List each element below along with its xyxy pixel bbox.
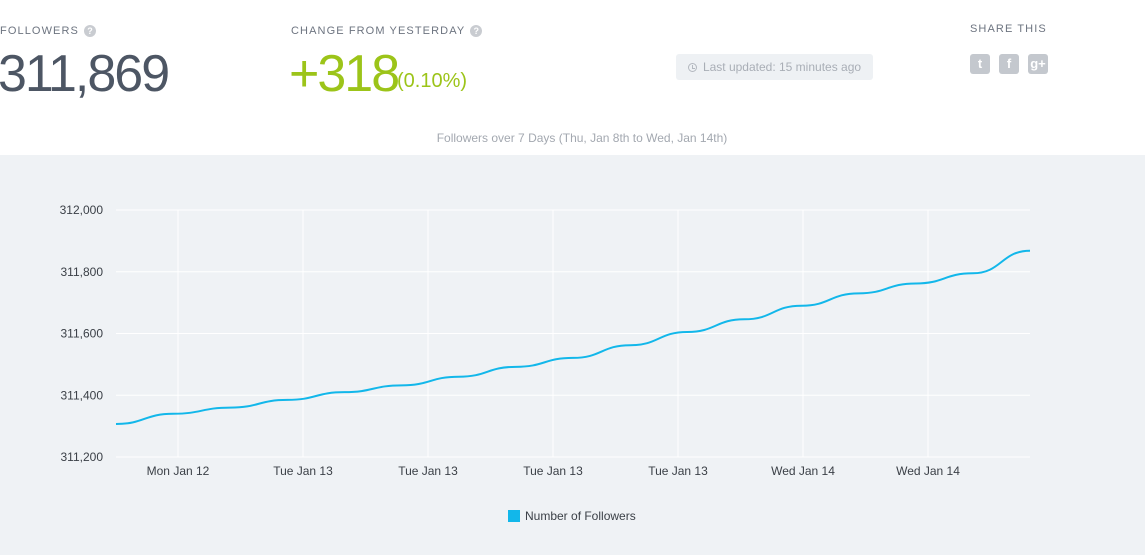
change-percent: (0.10%) bbox=[397, 70, 468, 92]
last-updated-text: Last updated: 15 minutes ago bbox=[702, 60, 862, 74]
x-tick-label: Tue Jan 13 bbox=[398, 464, 458, 478]
line-chart: 312,000 311,800 311,600 311,400 311,200 Mon J… bbox=[60, 203, 1031, 478]
x-tick-label: Mon Jan 12 bbox=[147, 464, 210, 478]
clock-icon bbox=[687, 62, 697, 72]
share-icons: t f g+ bbox=[970, 54, 1048, 74]
last-updated-badge: Last updated: 15 minutes ago bbox=[676, 54, 873, 80]
help-icon[interactable]: ? bbox=[470, 25, 483, 37]
series-line-number-of-followers bbox=[115, 249, 1031, 425]
change-label: CHANGE FROM YESTERDAY ? bbox=[291, 25, 483, 37]
y-tick-label: 311,600 bbox=[61, 327, 104, 341]
followers-label: FOLLOWERS ? bbox=[0, 25, 96, 37]
y-tick-label: 311,800 bbox=[61, 265, 104, 279]
legend: Number of Followers bbox=[508, 509, 636, 523]
followers-count: 311,869 bbox=[0, 45, 170, 103]
x-tick-label: Tue Jan 13 bbox=[648, 464, 708, 478]
facebook-icon[interactable]: f bbox=[999, 54, 1019, 74]
change-label-text: CHANGE FROM YESTERDAY bbox=[291, 25, 466, 37]
twitter-icon[interactable]: t bbox=[970, 54, 990, 74]
y-tick-label: 312,000 bbox=[60, 203, 104, 217]
y-tick-label: 311,200 bbox=[61, 450, 104, 464]
legend-label[interactable]: Number of Followers bbox=[525, 509, 636, 523]
x-tick-label: Tue Jan 13 bbox=[273, 464, 333, 478]
x-tick-label: Wed Jan 14 bbox=[771, 464, 835, 478]
help-icon[interactable]: ? bbox=[83, 25, 96, 37]
y-tick-label: 311,400 bbox=[61, 388, 104, 402]
x-tick-label: Wed Jan 14 bbox=[896, 464, 960, 478]
x-tick-label: Tue Jan 13 bbox=[523, 464, 583, 478]
chart-area: 312,000 311,800 311,600 311,400 311,200 Mon J… bbox=[0, 155, 1145, 555]
chart-title: Followers over 7 Days (Thu, Jan 8th to W… bbox=[436, 131, 728, 145]
followers-label-text: FOLLOWERS bbox=[0, 25, 79, 37]
google-plus-icon[interactable]: g+ bbox=[1028, 54, 1048, 74]
change-value: +318 bbox=[289, 45, 400, 103]
share-label: SHARE THIS bbox=[970, 23, 1047, 35]
legend-swatch[interactable] bbox=[508, 510, 520, 522]
